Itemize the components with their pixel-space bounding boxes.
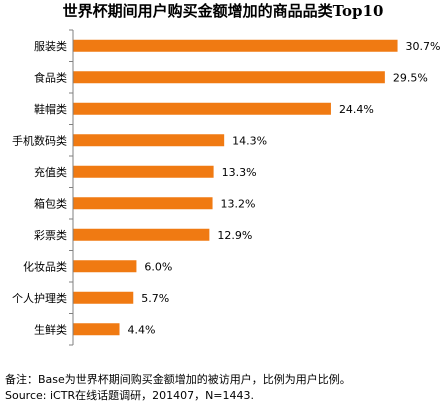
bar-value-label: 4.4% (128, 323, 156, 336)
bar-value-label: 14.3% (232, 134, 267, 147)
bar-value-label: 12.9% (217, 229, 252, 242)
bar (73, 165, 214, 178)
bar (73, 134, 225, 147)
category-label: 个人护理类 (12, 291, 67, 305)
bar (73, 197, 213, 210)
bar-value-label: 30.7% (406, 40, 441, 53)
bar (73, 39, 398, 52)
bar-value-label: 29.5% (393, 71, 428, 84)
bar (73, 102, 331, 115)
bar (73, 260, 137, 273)
category-label: 彩票类 (34, 228, 67, 242)
bar (73, 71, 385, 84)
bar-value-label: 5.7% (141, 292, 169, 305)
bar-value-label: 24.4% (339, 103, 374, 116)
category-label: 生鲜类 (34, 322, 67, 336)
category-label: 食品类 (34, 70, 67, 84)
category-label: 手机数码类 (12, 133, 67, 147)
category-label: 鞋帽类 (34, 102, 67, 116)
category-label: 服装类 (34, 39, 67, 53)
footnote: 备注：Base为世界杯期间购买金额增加的被访用户，比例为用户比例。 (5, 372, 351, 386)
chart-title: 世界杯期间用户购买金额增加的商品品类Top10 (63, 2, 384, 20)
bar (73, 228, 210, 241)
category-label: 化妆品类 (23, 259, 67, 273)
bar (73, 323, 120, 336)
plot-area: 服装类 30.7% 食品类 29.5% 鞋帽类 24.4% 手机数码类 14.3% 充值类 13.… (12, 29, 441, 346)
category-label: 充值类 (34, 165, 67, 179)
bar-value-label: 13.2% (221, 197, 256, 210)
bar (73, 291, 134, 304)
category-label: 箱包类 (34, 196, 67, 210)
source-line: Source: iCTR在线话题调研，201407，N=1443. (5, 388, 254, 402)
bar-value-label: 6.0% (144, 260, 172, 273)
bar-value-label: 13.3% (222, 166, 257, 179)
